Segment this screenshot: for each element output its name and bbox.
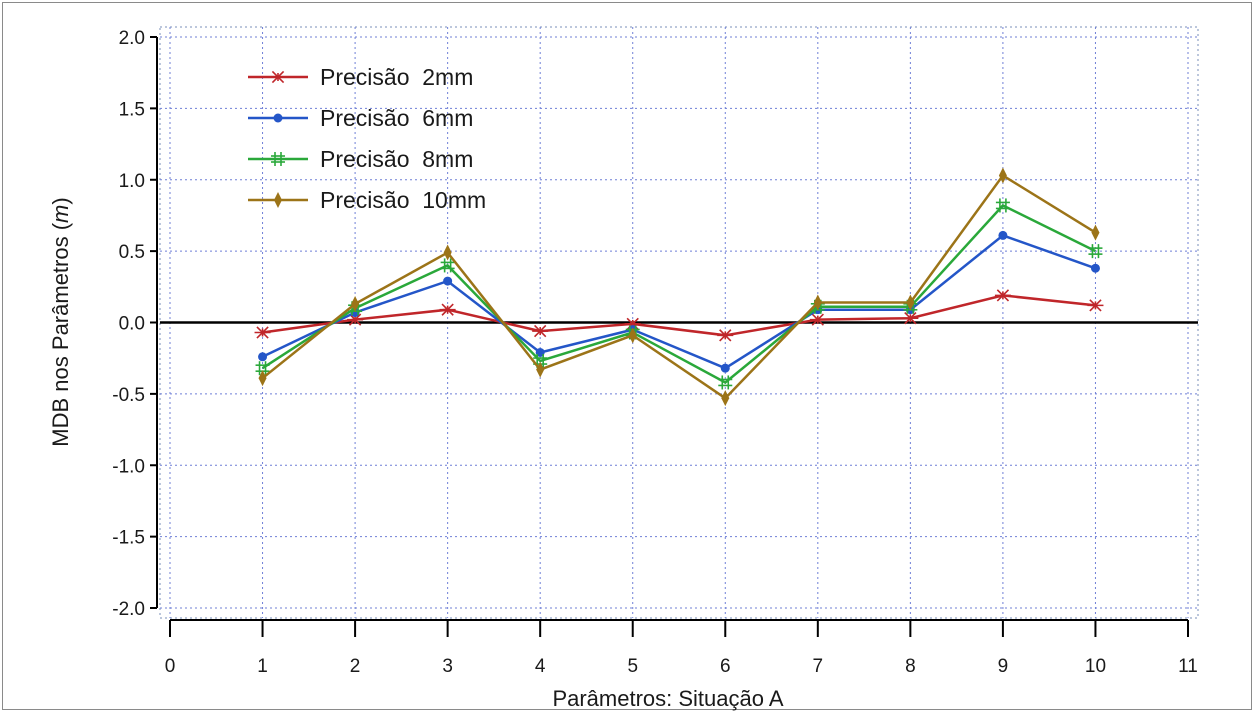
- x-tick-label-11: 11: [1178, 656, 1198, 677]
- data-point-0-2: [439, 303, 456, 316]
- data-point-1-5: [720, 363, 730, 373]
- legend-item-0: Precisão 2mm: [248, 64, 473, 90]
- x-tick-label-3: 3: [442, 656, 453, 677]
- series-layer: [254, 167, 1104, 407]
- data-point-3-4: [628, 327, 637, 344]
- legend: Precisão 2mm Precisão 6mm Precisão 8mm Prec…: [248, 64, 486, 213]
- data-point-3-2: [443, 244, 452, 261]
- data-point-3-0: [258, 370, 267, 387]
- data-point-0-5: [717, 329, 734, 342]
- data-point-3-8: [998, 167, 1007, 184]
- data-point-2-8: [995, 198, 1010, 213]
- y-axis-title-main: MDB nos Parâmetros: [48, 230, 73, 446]
- y-tick-label-3: -0.5: [112, 385, 145, 406]
- series-0: [254, 289, 1104, 342]
- legend-label-0: Precisão 2mm: [320, 64, 473, 90]
- data-point-1-2: [443, 276, 453, 286]
- legend-marker-2: [271, 152, 285, 166]
- legend-label-1: Precisão 6mm: [320, 105, 473, 131]
- x-tick-label-6: 6: [720, 656, 731, 677]
- data-point-0-3: [532, 324, 549, 338]
- data-point-3-6: [813, 294, 822, 311]
- series-line-2: [261, 203, 1097, 384]
- data-point-1-9: [1090, 263, 1100, 273]
- x-tick-label-0: 0: [165, 656, 176, 677]
- y-tick-label-1: -1.5: [112, 528, 145, 549]
- data-point-1-8: [998, 230, 1008, 240]
- data-point-0-6: [809, 313, 826, 326]
- y-tick-label-8: 2.0: [119, 28, 145, 49]
- data-point-2-9: [1088, 244, 1103, 259]
- x-axis-title: Parâmetros: Situação A: [552, 686, 783, 711]
- data-point-3-7: [906, 294, 915, 311]
- data-point-1-0: [258, 352, 268, 362]
- y-tick-label-7: 1.5: [119, 99, 145, 120]
- data-point-0-7: [902, 312, 919, 325]
- legend-label-2: Precisão 8mm: [320, 146, 473, 172]
- data-point-2-2: [440, 258, 455, 273]
- legend-item-1: Precisão 6mm: [248, 105, 473, 131]
- legend-marker-1: [273, 113, 283, 123]
- y-tick-label-4: 0.0: [119, 314, 145, 335]
- data-point-0-0: [254, 326, 271, 339]
- data-point-3-9: [1091, 224, 1100, 241]
- data-point-2-5: [718, 375, 733, 390]
- series-3: [258, 167, 1100, 407]
- y-tick-label-5: 0.5: [119, 242, 145, 263]
- series-line-0: [262, 294, 1096, 337]
- data-point-3-3: [536, 361, 545, 378]
- x-tick-label-2: 2: [350, 656, 361, 677]
- data-point-0-8: [994, 289, 1011, 302]
- legend-item-3: Precisão 10mm: [248, 187, 486, 213]
- data-point-3-5: [721, 390, 730, 407]
- y-tick-label-2: -1.0: [112, 456, 145, 477]
- legend-marker-3: [274, 192, 282, 208]
- legend-marker-0: [270, 70, 286, 84]
- x-tick-label-8: 8: [905, 656, 916, 677]
- legend-label-3: Precisão 10mm: [320, 187, 486, 213]
- x-tick-label-1: 1: [257, 656, 268, 677]
- y-axis-title: MDB nos Parâmetros (m): [48, 197, 73, 446]
- data-point-3-1: [351, 295, 360, 312]
- series-line-1: [261, 233, 1096, 370]
- x-tick-label-10: 10: [1085, 656, 1106, 677]
- y-axis-title-unit: m: [48, 205, 73, 223]
- y-tick-label-6: 1.0: [119, 171, 145, 192]
- x-tick-label-7: 7: [813, 656, 824, 677]
- series-2: [255, 198, 1103, 390]
- x-tick-label-5: 5: [627, 656, 638, 677]
- axes: -2.0 -1.5 -1.0 -0.5 0.0 0.5 1.0 1.5 2.0 0 1 2 3 4 5 6 7 8…: [112, 28, 1198, 677]
- series-line-3: [261, 173, 1097, 400]
- x-tick-label-4: 4: [535, 656, 546, 677]
- x-tick-label-9: 9: [998, 656, 1009, 677]
- data-point-0-9: [1087, 299, 1104, 312]
- legend-item-2: Precisão 8mm: [248, 146, 473, 172]
- y-tick-label-0: -2.0: [112, 599, 145, 620]
